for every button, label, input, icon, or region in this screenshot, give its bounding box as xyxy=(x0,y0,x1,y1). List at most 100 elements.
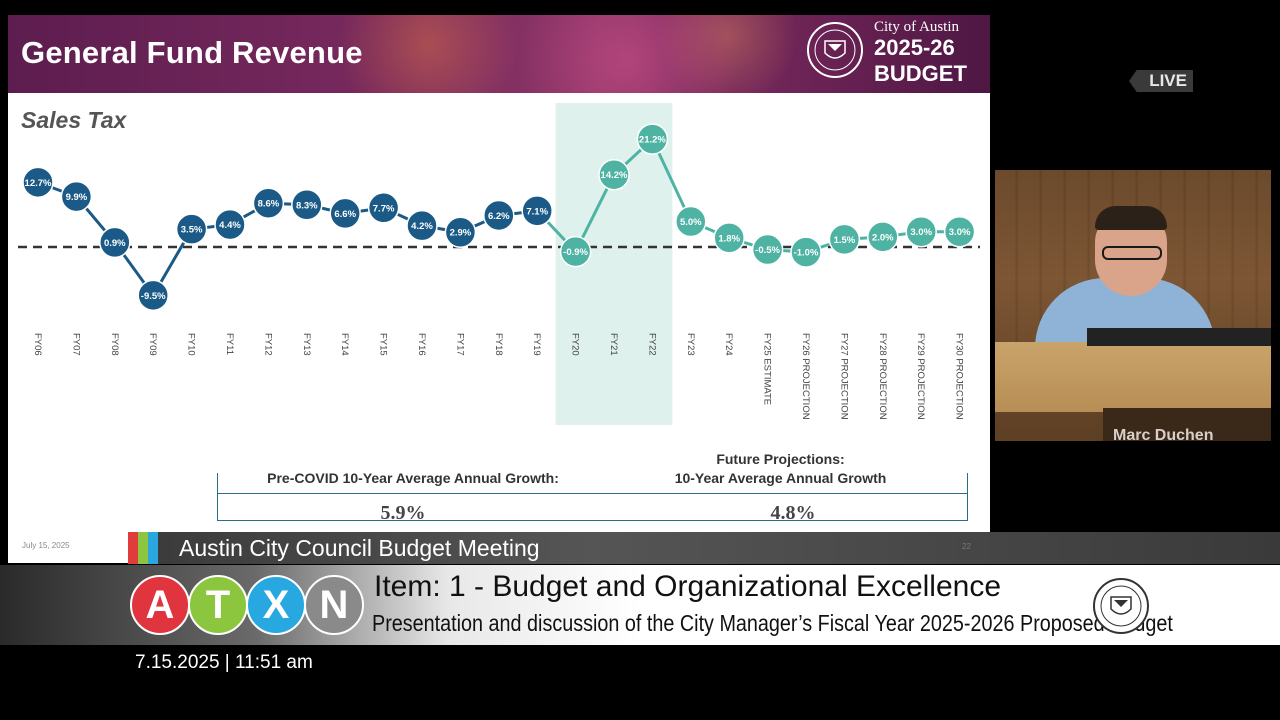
data-label: 21.2% xyxy=(639,135,666,146)
data-label: -9.5% xyxy=(141,291,166,302)
data-label: 12.7% xyxy=(25,178,52,189)
data-label: 4.4% xyxy=(219,220,241,231)
agenda-item-title: Item: 1 - Budget and Organizational Exce… xyxy=(374,570,1002,603)
data-label: 3.0% xyxy=(949,227,971,238)
data-point xyxy=(790,236,822,268)
data-point xyxy=(137,279,169,312)
pre-covid-average-label: Pre-COVID 10-Year Average Annual Growth: xyxy=(267,470,559,486)
atxn-letter-t: T xyxy=(188,575,248,635)
brand-budget-year: 2025-26 xyxy=(874,35,955,60)
speaker-hair xyxy=(1095,206,1167,230)
data-label: 2.9% xyxy=(450,228,472,239)
atxn-letter-n: N xyxy=(304,575,364,635)
atxn-letter-x: X xyxy=(246,575,306,635)
data-label: 7.7% xyxy=(373,203,395,214)
data-label: 1.5% xyxy=(834,235,856,246)
live-badge: LIVE xyxy=(1129,70,1193,92)
x-tick-label: FY19 xyxy=(531,333,542,356)
data-point xyxy=(406,209,438,242)
data-label: 0.9% xyxy=(104,238,126,249)
future-average-value: 4.8% xyxy=(770,502,816,524)
data-point xyxy=(828,223,861,256)
slide-page-number: 22 xyxy=(962,542,971,551)
x-tick-label: FY26 PROJECTION xyxy=(800,333,811,420)
data-label: -1.0% xyxy=(794,248,819,259)
data-label: 7.1% xyxy=(526,206,548,217)
data-point xyxy=(636,123,669,155)
city-seal-footer-icon xyxy=(1093,578,1149,634)
nameplate xyxy=(1103,408,1271,441)
data-point xyxy=(99,226,131,259)
data-label: 4.2% xyxy=(411,221,433,232)
data-point xyxy=(943,215,976,248)
x-tick-label: FY16 xyxy=(416,333,427,356)
stripe-red xyxy=(128,532,138,564)
x-tick-label: FY13 xyxy=(301,333,312,356)
dais-monitor xyxy=(1087,328,1271,346)
data-point xyxy=(867,221,899,253)
x-tick-label: FY22 xyxy=(646,333,657,356)
x-tick-label: FY11 xyxy=(224,333,235,355)
x-tick-label: FY12 xyxy=(262,333,273,356)
data-label: 6.6% xyxy=(334,209,356,220)
chart-subtitle: Sales Tax xyxy=(21,107,127,133)
x-tick-label: FY14 xyxy=(339,333,350,356)
stripe-green xyxy=(138,532,148,564)
pre-covid-average-value: 5.9% xyxy=(380,502,426,524)
atxn-letter-a: A xyxy=(130,575,190,635)
data-point xyxy=(175,213,208,245)
city-seal-icon xyxy=(807,22,863,78)
data-point xyxy=(252,187,285,219)
nameplate-text: Marc Duchen xyxy=(1113,427,1214,441)
x-tick-label: FY15 xyxy=(378,333,389,356)
x-tick-label: FY07 xyxy=(70,333,81,356)
x-tick-label: FY09 xyxy=(147,333,158,356)
future-average-label: 10-Year Average Annual Growth xyxy=(674,470,887,486)
x-tick-label: FY06 xyxy=(32,333,43,356)
x-tick-label: FY30 PROJECTION xyxy=(954,333,965,420)
timestamp: 7.15.2025 | 11:51 am xyxy=(135,652,313,673)
data-point xyxy=(675,205,707,238)
x-tick-label: FY23 xyxy=(685,333,696,356)
data-point xyxy=(559,235,592,268)
data-label: 8.3% xyxy=(296,200,318,211)
x-tick-label: FY20 xyxy=(570,333,581,356)
speaker-glasses xyxy=(1102,246,1162,260)
data-label: 3.5% xyxy=(181,225,203,236)
data-point xyxy=(22,166,54,199)
data-label: 5.0% xyxy=(680,217,702,228)
agenda-item-description: Presentation and discussion of the City … xyxy=(372,610,1173,636)
data-label: -0.5% xyxy=(755,245,780,256)
camera-feed: Marc Duchen xyxy=(995,170,1271,441)
data-point xyxy=(598,158,630,191)
x-tick-label: FY27 PROJECTION xyxy=(838,333,849,420)
average-bracket-line xyxy=(217,493,968,494)
slide: General Fund Revenue City of Austin 2025… xyxy=(8,15,990,563)
sales-tax-line-chart: 12.7% FY06 9.9% FY07 0.9% FY08 -9.5% FY09 3.5% FY… xyxy=(18,103,980,425)
data-label: -0.9% xyxy=(563,247,588,258)
data-label: 8.6% xyxy=(258,199,280,210)
average-bracket xyxy=(217,473,968,521)
slide-date: July 15, 2025 xyxy=(22,541,70,550)
x-tick-label: FY29 PROJECTION xyxy=(915,333,926,420)
meeting-title-bar xyxy=(128,532,1280,564)
data-point xyxy=(751,233,784,266)
x-tick-label: FY24 xyxy=(723,333,734,356)
atxn-logo: A T X N xyxy=(130,575,364,637)
data-point xyxy=(214,208,246,241)
data-point xyxy=(483,199,515,232)
x-tick-label: FY08 xyxy=(109,333,120,356)
x-tick-label: FY17 xyxy=(454,333,465,356)
stripe-blue xyxy=(148,532,158,564)
data-point xyxy=(329,197,361,230)
dais-desk xyxy=(995,342,1271,412)
data-point xyxy=(521,195,553,227)
slide-title: General Fund Revenue xyxy=(21,35,363,70)
data-point xyxy=(713,222,745,254)
data-point xyxy=(905,215,937,248)
brand-city-name: City of Austin xyxy=(874,19,960,35)
data-label: 14.2% xyxy=(601,170,628,181)
data-label: 6.2% xyxy=(488,211,510,222)
meeting-color-stripes xyxy=(128,532,168,564)
data-point xyxy=(291,189,323,221)
